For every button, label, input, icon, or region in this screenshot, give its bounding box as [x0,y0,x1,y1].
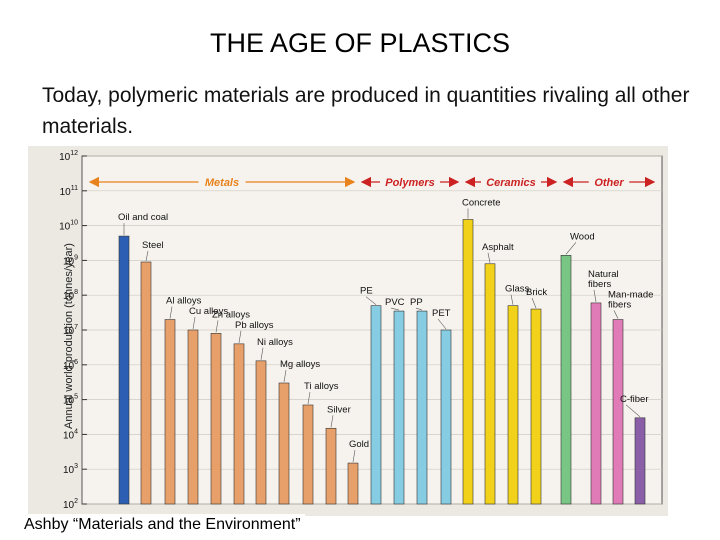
bar-label: C-fiber [620,394,649,405]
y-axis-label: Annual world production (tonnes/year) [63,243,75,429]
bar-mg-alloys [278,382,290,505]
chart-svg: 102 103 104 105 106 107 108 109 1010 1011 1012 Oil… [59,150,663,511]
bar-silver [325,427,337,505]
bar-pb-alloys [233,343,245,505]
bar-label: Mg alloys [280,359,320,370]
bar-glass [507,305,519,505]
bar-label-leader [437,318,447,330]
source-caption: Ashby “Materials and the Environment” [20,514,305,536]
bar-al-alloys [164,319,176,505]
bar-label: Asphalt [482,242,514,253]
bar-pet [440,329,452,505]
y-tick-label: 104 [63,428,78,441]
bar-label: Steel [142,240,164,251]
bar-label-leader [352,450,356,463]
y-tick-label: 106 [63,359,78,372]
bar-ni-alloys [255,360,267,505]
bar-label: Concrete [462,197,501,208]
bar-label: PP [410,297,423,308]
bar-label-leader [283,369,287,383]
bar-label-leader [238,330,242,343]
bar-gold [347,462,359,505]
bar-label-leader [215,320,219,333]
bar-label: Silver [327,404,351,415]
bar-label-leader [625,404,641,418]
bar-label-leader [330,415,334,428]
y-tick-label: 109 [63,254,78,267]
bar-man-made-fibers [612,319,624,505]
bar-label: Zn alloys [212,309,250,320]
bar-label: Cu alloys [189,306,228,317]
bar-label-leader [260,347,264,360]
bar-label: PET [432,308,451,319]
bar-asphalt [484,263,496,505]
bar-label-leader [613,310,619,319]
bar-pe [370,305,382,505]
bar-label: Ni alloys [257,337,293,348]
bar-ti-alloys [302,404,314,505]
bar-label-leader [169,306,173,319]
bar-label: PE [360,286,373,297]
bar-label-leader [593,289,597,302]
bar-brick [530,308,542,505]
slide-title: THE AGE OF PLASTICS [209,28,511,58]
bar-label-leader [487,252,491,263]
y-tick-label: 1011 [60,185,78,198]
bar-label: Oil and coal [118,212,168,223]
bar-label: Gold [349,439,369,450]
y-tick-label: 1012 [59,150,78,163]
bar-label-leader [415,307,423,311]
bar-cu-alloys [187,329,199,505]
bar-oil-and-coal [118,235,130,505]
bar-pvc [393,310,405,505]
y-tick-label: 107 [63,324,78,337]
bar-steel [140,261,152,505]
group-label-metals: Metals [205,177,239,189]
y-tick-label: 108 [63,289,78,302]
bar-label-leader [145,250,149,262]
bar-label-leader [192,316,196,330]
bar-natural-fibers [590,302,602,505]
bar-label-leader [365,296,377,305]
bar-label-leader [565,242,577,255]
production-chart: 102 103 104 105 106 107 108 109 1010 1011 1012 Oil… [28,146,668,516]
bar-label: Glass [505,284,530,295]
slide-body-text: Today, polymeric materials are produced … [42,84,690,138]
bar-label: Pb alloys [235,320,274,331]
bar-zn-alloys [210,333,222,505]
bar-c-fiber [634,417,646,505]
bar-pp [416,310,428,505]
bar-label: Natural fibers [588,269,619,290]
y-tick-label: 102 [63,498,78,511]
bar-wood [560,255,572,505]
bar-label: PVC [385,297,405,308]
bar-label: Al alloys [166,296,202,307]
y-tick-label: 105 [63,394,78,407]
bar-label: Wood [570,231,595,242]
bar-label: Man-made fibers [608,290,653,311]
bar-label: Ti alloys [304,381,339,392]
group-label-polymers: Polymers [385,177,435,189]
y-tick-label: 1010 [59,220,78,233]
bar-label-leader [390,307,400,311]
group-label-other: Other [594,177,624,189]
bar-concrete [462,219,474,505]
y-tick-label: 103 [63,463,78,476]
group-label-ceramics: Ceramics [486,177,536,189]
bar-label: Brick [526,287,547,298]
bar-label-leader [531,297,537,309]
bar-label-leader [510,294,514,305]
bar-label-leader [307,391,311,405]
